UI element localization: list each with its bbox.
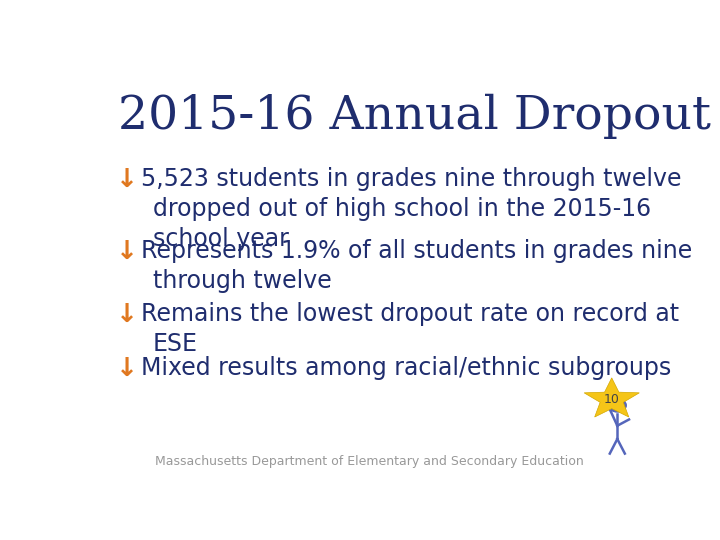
Text: Massachusetts Department of Elementary and Secondary Education: Massachusetts Department of Elementary a… <box>155 455 583 468</box>
Text: 2015-16 Annual Dropout Rate: 2015-16 Annual Dropout Rate <box>118 94 720 139</box>
Text: 5,523 students in grades nine through twelve: 5,523 students in grades nine through tw… <box>141 167 682 191</box>
Polygon shape <box>584 378 639 417</box>
Text: Mixed results among racial/ethnic subgroups: Mixed results among racial/ethnic subgro… <box>141 356 672 380</box>
Circle shape <box>608 399 626 412</box>
Text: ↓: ↓ <box>116 239 138 266</box>
Text: ↓: ↓ <box>116 167 138 193</box>
Text: ↓: ↓ <box>116 302 138 328</box>
Text: dropped out of high school in the 2015-16: dropped out of high school in the 2015-1… <box>153 197 651 221</box>
Text: 10: 10 <box>604 393 620 406</box>
Text: Represents 1.9% of all students in grades nine: Represents 1.9% of all students in grade… <box>141 239 693 264</box>
Text: through twelve: through twelve <box>153 269 332 293</box>
Text: ESE: ESE <box>153 332 198 356</box>
Text: ↓: ↓ <box>116 356 138 382</box>
Text: Remains the lowest dropout rate on record at: Remains the lowest dropout rate on recor… <box>141 302 680 326</box>
Text: school year: school year <box>153 227 289 251</box>
